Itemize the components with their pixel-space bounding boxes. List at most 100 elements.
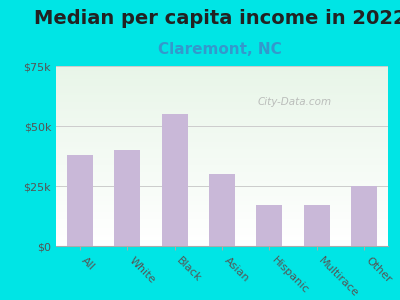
Bar bbox=[56, 98, 388, 100]
Bar bbox=[56, 217, 388, 219]
Bar bbox=[56, 224, 388, 226]
Bar bbox=[56, 71, 388, 73]
Bar bbox=[56, 134, 388, 136]
Bar bbox=[56, 113, 388, 115]
Bar bbox=[56, 172, 388, 174]
Bar bbox=[56, 107, 388, 109]
Bar bbox=[56, 66, 388, 68]
Text: Claremont, NC: Claremont, NC bbox=[158, 42, 282, 57]
Bar bbox=[56, 161, 388, 163]
Bar bbox=[56, 104, 388, 106]
Bar bbox=[56, 187, 388, 188]
Bar bbox=[56, 212, 388, 214]
Bar bbox=[56, 138, 388, 140]
Bar bbox=[56, 210, 388, 212]
Bar bbox=[162, 114, 188, 246]
Bar bbox=[56, 169, 388, 170]
Bar bbox=[256, 205, 282, 246]
Bar bbox=[56, 86, 388, 88]
Bar bbox=[56, 185, 388, 187]
Bar bbox=[56, 203, 388, 205]
Bar bbox=[56, 93, 388, 95]
Bar bbox=[56, 136, 388, 138]
Bar bbox=[56, 167, 388, 169]
Bar bbox=[56, 73, 388, 75]
Bar bbox=[56, 118, 388, 120]
Bar bbox=[67, 155, 93, 246]
Bar bbox=[56, 124, 388, 125]
Bar bbox=[56, 194, 388, 196]
Bar bbox=[56, 188, 388, 190]
Bar bbox=[56, 127, 388, 129]
Bar bbox=[56, 223, 388, 224]
Bar bbox=[56, 219, 388, 221]
Bar bbox=[56, 192, 388, 194]
Bar bbox=[56, 183, 388, 185]
Bar bbox=[56, 149, 388, 151]
Bar bbox=[56, 230, 388, 232]
Bar bbox=[56, 145, 388, 147]
Bar bbox=[56, 158, 388, 160]
Bar bbox=[56, 178, 388, 179]
Bar bbox=[56, 235, 388, 237]
Bar bbox=[56, 244, 388, 246]
Bar bbox=[56, 140, 388, 142]
Bar bbox=[56, 142, 388, 143]
Bar bbox=[56, 199, 388, 201]
Text: City-Data.com: City-Data.com bbox=[258, 97, 332, 107]
Bar bbox=[56, 111, 388, 113]
Bar bbox=[56, 120, 388, 122]
Bar bbox=[56, 95, 388, 97]
Bar bbox=[56, 201, 388, 203]
Bar bbox=[56, 237, 388, 239]
Bar bbox=[56, 68, 388, 70]
Bar bbox=[56, 147, 388, 149]
Bar bbox=[56, 75, 388, 77]
Bar bbox=[56, 233, 388, 235]
Bar bbox=[56, 109, 388, 111]
Bar bbox=[56, 151, 388, 152]
Bar bbox=[56, 190, 388, 192]
Bar bbox=[56, 131, 388, 133]
Bar bbox=[56, 197, 388, 199]
Bar bbox=[56, 165, 388, 167]
Bar bbox=[56, 226, 388, 228]
Bar bbox=[56, 181, 388, 183]
Bar bbox=[56, 241, 388, 242]
Bar bbox=[56, 125, 388, 127]
Bar bbox=[56, 221, 388, 223]
Bar bbox=[56, 115, 388, 116]
Bar bbox=[56, 156, 388, 158]
Bar bbox=[56, 170, 388, 172]
Bar bbox=[56, 205, 388, 206]
Bar bbox=[56, 152, 388, 154]
Bar bbox=[56, 84, 388, 86]
Bar bbox=[209, 174, 235, 246]
Bar bbox=[56, 70, 388, 71]
Bar bbox=[56, 143, 388, 145]
Bar bbox=[56, 80, 388, 82]
Bar bbox=[56, 79, 388, 80]
Bar bbox=[304, 205, 330, 246]
Bar bbox=[351, 186, 377, 246]
Bar bbox=[56, 106, 388, 107]
Text: Median per capita income in 2022: Median per capita income in 2022 bbox=[34, 9, 400, 28]
Bar bbox=[56, 133, 388, 134]
Bar bbox=[56, 160, 388, 161]
Bar bbox=[56, 232, 388, 233]
Bar bbox=[56, 82, 388, 84]
Bar bbox=[56, 215, 388, 217]
Bar bbox=[56, 129, 388, 131]
Bar bbox=[56, 206, 388, 208]
Bar bbox=[56, 242, 388, 244]
Bar bbox=[56, 179, 388, 181]
Bar bbox=[56, 154, 388, 156]
Bar bbox=[56, 228, 388, 230]
Bar bbox=[56, 97, 388, 98]
Bar bbox=[56, 102, 388, 104]
Bar bbox=[56, 88, 388, 89]
Bar bbox=[114, 150, 140, 246]
Bar bbox=[56, 214, 388, 215]
Bar bbox=[56, 91, 388, 93]
Bar bbox=[56, 208, 388, 210]
